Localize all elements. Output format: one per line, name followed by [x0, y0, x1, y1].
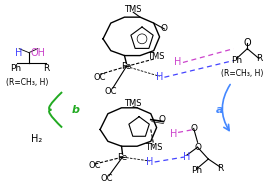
Text: O: O — [158, 115, 165, 124]
Text: H: H — [15, 48, 23, 58]
Text: H: H — [146, 157, 153, 167]
Text: Fe: Fe — [121, 62, 132, 71]
Text: TMS: TMS — [147, 52, 164, 61]
Text: (R=CH₃, H): (R=CH₃, H) — [6, 78, 48, 87]
Text: TMS: TMS — [124, 99, 142, 108]
Text: R: R — [43, 64, 50, 73]
Text: O: O — [194, 143, 201, 152]
Text: H₂: H₂ — [31, 134, 42, 144]
Text: OC: OC — [89, 161, 102, 170]
Text: TMS: TMS — [145, 143, 163, 152]
Text: a: a — [216, 105, 224, 115]
Text: H: H — [174, 57, 182, 67]
Text: H: H — [183, 152, 190, 162]
Text: Ph: Ph — [191, 166, 202, 175]
Text: R: R — [256, 54, 262, 63]
Text: O: O — [243, 38, 251, 48]
Text: Ph: Ph — [10, 64, 21, 73]
Text: b: b — [72, 105, 80, 115]
Text: H: H — [169, 129, 177, 139]
Text: Fe: Fe — [117, 153, 128, 162]
Text: O: O — [190, 124, 197, 133]
Text: Ph: Ph — [231, 56, 242, 65]
Text: OC: OC — [94, 73, 106, 82]
Text: OC: OC — [105, 87, 117, 96]
Text: H: H — [156, 72, 163, 82]
Text: TMS: TMS — [124, 5, 142, 14]
Text: O: O — [161, 25, 168, 33]
Text: R: R — [217, 164, 223, 173]
Text: OC: OC — [101, 174, 113, 183]
Text: OH: OH — [30, 48, 45, 58]
Text: (R=CH₃, H): (R=CH₃, H) — [221, 69, 264, 78]
